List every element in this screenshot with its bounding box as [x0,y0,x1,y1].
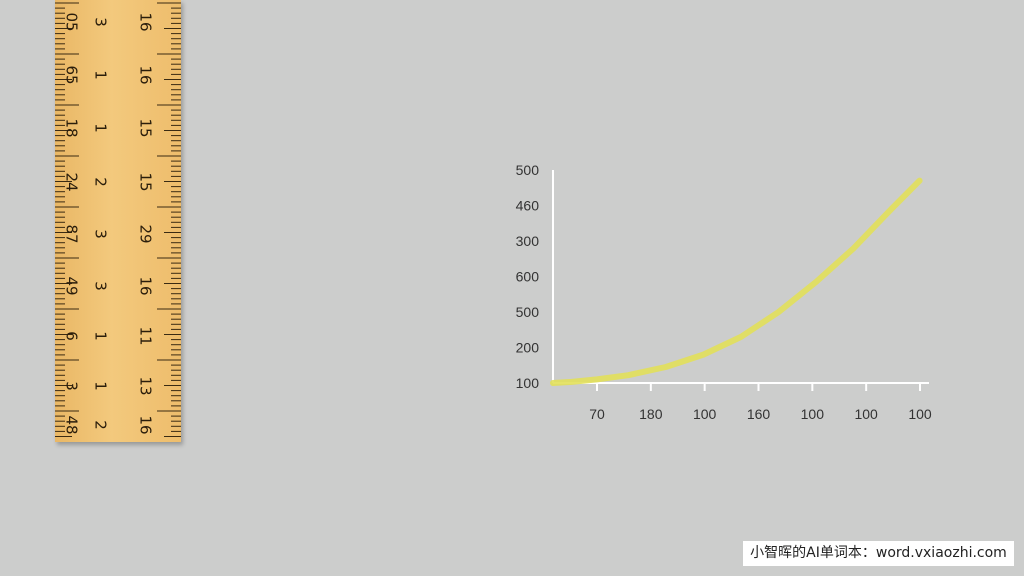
ruler-left-label: 05 [63,12,81,31]
ruler-left-label: 87 [63,224,81,243]
ruler-right-label: 15 [137,118,155,137]
watermark: 小智晖的AI单词本：word.vxiaozhi.com [743,541,1014,566]
ruler-left-label: 49 [63,276,81,295]
ruler-center-label: 1 [92,123,110,133]
x-tick-label: 100 [801,406,825,422]
ruler-left-label: 24 [63,172,81,191]
ruler-center-label: 3 [92,229,110,239]
ruler-right-label: 15 [137,172,155,191]
ruler: 05 65 18 24 87 49 6 3 48 3 1 1 2 3 3 1 1 2 16 16 15 15 29 16 11 1… [55,0,181,442]
ruler-left-label: 3 [63,381,81,391]
y-tick-label: 100 [516,375,540,391]
x-tick-label: 160 [747,406,771,422]
x-tick-label: 100 [908,406,932,422]
ruler-center-label: 2 [92,420,110,430]
ruler-left-label: 6 [63,331,81,341]
x-tick-label: 100 [854,406,878,422]
y-tick-label: 200 [516,340,540,356]
ruler-center-label: 3 [92,281,110,291]
x-tick-label: 180 [639,406,663,422]
ruler-right-label: 29 [137,224,155,243]
series-line [550,177,923,386]
ruler-center-label: 2 [92,177,110,187]
ruler-markings: 0565182487496348311233112161615152916111… [55,2,181,437]
ruler-center-label: 1 [92,331,110,341]
y-tick-label: 460 [516,198,540,214]
y-tick-label: 300 [516,233,540,249]
x-tick-label: 70 [589,406,605,422]
ruler-center-label: 1 [92,70,110,80]
ruler-center-label: 1 [92,381,110,391]
y-tick-label: 600 [516,269,540,285]
ruler-left-label: 48 [63,415,81,434]
ruler-right-label: 16 [137,65,155,84]
ruler-right-label: 13 [137,376,155,395]
ruler-center-label: 3 [92,17,110,27]
y-tick-label: 500 [516,162,540,178]
ruler-right-label: 16 [137,276,155,295]
ruler-right-label: 16 [137,12,155,31]
ruler-right-label: 11 [137,326,155,345]
x-tick-label: 100 [693,406,717,422]
ruler-left-label: 18 [63,118,81,137]
ruler-right-label: 16 [137,415,155,434]
ruler-left-label: 65 [63,65,81,84]
y-tick-label: 500 [516,304,540,320]
